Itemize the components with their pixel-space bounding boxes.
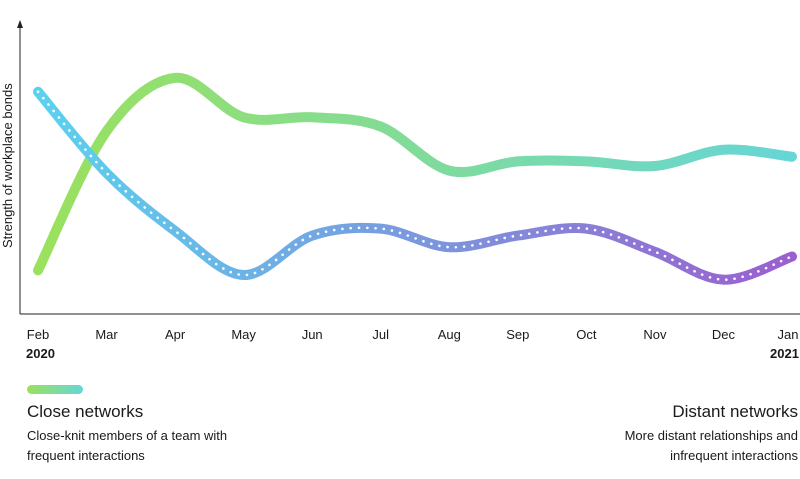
x-tick-label-nov: Nov — [643, 327, 667, 342]
y-axis-label: Strength of workplace bonds — [0, 83, 15, 248]
x-tick-label-jan: Jan — [777, 327, 799, 342]
legend-desc-distant: More distant relationships and infrequen… — [624, 428, 798, 463]
legend-swatch-close — [27, 385, 83, 394]
year-label-start: 2020 — [26, 346, 55, 361]
x-tick-label-dec: Dec — [711, 327, 736, 342]
x-tick-label-sep: Sep — [506, 327, 530, 342]
x-tick-label-apr: Apr — [164, 327, 186, 342]
x-tick-label-jun: Jun — [301, 327, 323, 342]
y-axis-arrow — [17, 20, 23, 28]
series-line-distant-networks — [33, 86, 797, 285]
legend-desc-close: Close-knit members of a team with freque… — [27, 428, 228, 463]
legend-swatch-distant — [743, 385, 799, 395]
year-label-end: 2021 — [770, 346, 799, 361]
series-dots-distant-networks — [36, 90, 794, 281]
x-tick-label-aug: Aug — [437, 327, 461, 342]
x-tick-label-mar: Mar — [95, 327, 118, 342]
x-tick-label-oct: Oct — [576, 327, 597, 342]
x-tick-label-jul: Jul — [372, 327, 390, 342]
x-tick-label-feb: Feb — [26, 327, 50, 342]
x-tick-label-may: May — [231, 327, 256, 342]
legend-title-close: Close networks — [27, 402, 144, 421]
legend-title-distant: Distant networks — [672, 402, 798, 421]
series-line-close-networks — [33, 72, 797, 276]
